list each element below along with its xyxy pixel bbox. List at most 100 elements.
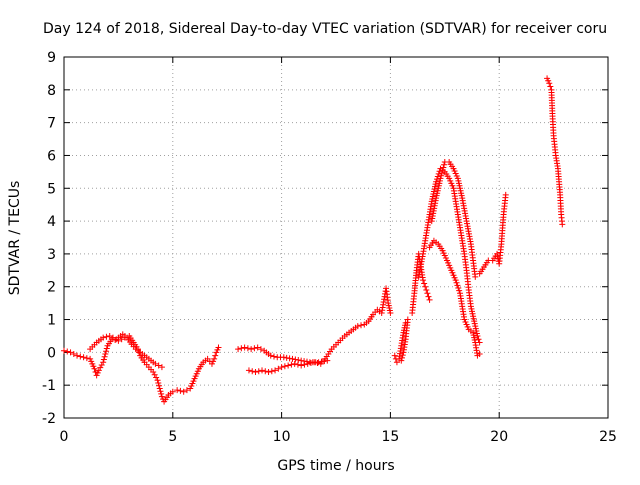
data-point bbox=[244, 345, 251, 352]
data-point bbox=[421, 280, 428, 287]
data-point bbox=[103, 333, 110, 340]
data-point bbox=[100, 334, 107, 341]
data-point bbox=[257, 346, 264, 353]
data-point bbox=[425, 293, 432, 300]
y-tick-label: -1 bbox=[42, 378, 56, 394]
data-point bbox=[441, 161, 448, 168]
data-point bbox=[103, 348, 110, 355]
data-point bbox=[452, 277, 459, 284]
data-point bbox=[267, 352, 274, 359]
data-point bbox=[304, 360, 311, 367]
data-point bbox=[241, 344, 248, 351]
data-point bbox=[255, 368, 262, 375]
data-point bbox=[154, 377, 161, 384]
y-tick-label: 4 bbox=[47, 214, 56, 230]
data-point bbox=[118, 336, 125, 343]
data-point bbox=[151, 371, 158, 378]
data-point bbox=[454, 282, 461, 289]
data-point bbox=[294, 361, 301, 368]
data-point bbox=[183, 387, 190, 394]
data-point bbox=[285, 362, 292, 369]
data-point bbox=[158, 390, 165, 397]
series-segment-1 bbox=[61, 332, 222, 405]
data-point bbox=[156, 382, 163, 389]
data-point bbox=[440, 164, 447, 171]
data-point bbox=[80, 354, 87, 361]
data-point bbox=[101, 353, 108, 360]
data-point bbox=[259, 367, 266, 374]
y-tick-label: 9 bbox=[47, 50, 56, 66]
data-point bbox=[453, 279, 460, 286]
data-point bbox=[278, 364, 285, 371]
data-point bbox=[423, 287, 430, 294]
data-point bbox=[399, 352, 406, 359]
data-point bbox=[286, 355, 293, 362]
data-point bbox=[422, 283, 429, 290]
data-point bbox=[292, 356, 299, 363]
x-tick-label: 25 bbox=[599, 429, 617, 445]
axis-ticks: -2 -1 0 1 2 3 4 5 6 7 8 9 0 5 10 15 20 25 bbox=[42, 50, 617, 445]
data-point bbox=[61, 347, 67, 354]
data-point bbox=[438, 169, 445, 176]
series-segment-11 bbox=[544, 75, 566, 228]
data-point bbox=[547, 83, 554, 90]
data-point bbox=[420, 277, 427, 284]
data-point bbox=[155, 379, 162, 386]
data-point bbox=[67, 349, 74, 356]
data-point bbox=[280, 354, 287, 361]
data-point bbox=[268, 368, 275, 375]
x-tick-label: 5 bbox=[168, 429, 177, 445]
series-segment-2 bbox=[87, 331, 165, 371]
data-point bbox=[456, 287, 463, 294]
y-tick-label: 3 bbox=[47, 247, 56, 263]
data-point bbox=[91, 365, 98, 372]
data-point bbox=[238, 345, 245, 352]
y-tick-label: 0 bbox=[47, 345, 56, 361]
data-point bbox=[215, 344, 222, 351]
data-point bbox=[281, 363, 288, 370]
data-point bbox=[472, 273, 479, 280]
data-point bbox=[235, 346, 242, 353]
data-point bbox=[291, 360, 298, 367]
data-point bbox=[275, 365, 282, 372]
y-tick-label: -2 bbox=[42, 411, 56, 427]
data-point bbox=[398, 357, 405, 364]
data-point bbox=[97, 364, 104, 371]
data-point bbox=[74, 352, 81, 359]
y-tick-label: 2 bbox=[47, 280, 56, 296]
y-tick-label: 8 bbox=[47, 83, 56, 99]
y-tick-label: 1 bbox=[47, 313, 56, 329]
data-point bbox=[476, 351, 483, 358]
data-point bbox=[502, 191, 509, 198]
data-point bbox=[433, 178, 440, 185]
series-segment-10 bbox=[476, 191, 509, 277]
data-point bbox=[311, 359, 318, 366]
data-point bbox=[314, 360, 321, 367]
data-point bbox=[109, 334, 116, 341]
series-segment-8 bbox=[428, 159, 479, 280]
data-point bbox=[245, 367, 252, 374]
data-point bbox=[177, 387, 184, 394]
data-point bbox=[70, 351, 77, 358]
data-point bbox=[174, 387, 181, 394]
data-point bbox=[83, 355, 90, 362]
series-segment-4 bbox=[245, 285, 394, 376]
data-point bbox=[157, 388, 164, 395]
data-point bbox=[307, 360, 314, 367]
series-segment-6 bbox=[409, 250, 433, 316]
data-point bbox=[387, 309, 394, 316]
y-tick-label: 6 bbox=[47, 148, 56, 164]
data-points bbox=[61, 75, 566, 405]
x-tick-label: 10 bbox=[273, 429, 291, 445]
grid-lines bbox=[64, 57, 608, 418]
data-point bbox=[288, 361, 295, 368]
data-point bbox=[155, 362, 162, 369]
data-point bbox=[106, 332, 113, 339]
data-point bbox=[475, 336, 482, 343]
series-segment-7 bbox=[415, 165, 483, 346]
data-point bbox=[289, 355, 296, 362]
data-point bbox=[252, 369, 259, 376]
data-point bbox=[298, 362, 305, 369]
data-point bbox=[153, 374, 160, 381]
series-segment-9 bbox=[426, 237, 483, 359]
